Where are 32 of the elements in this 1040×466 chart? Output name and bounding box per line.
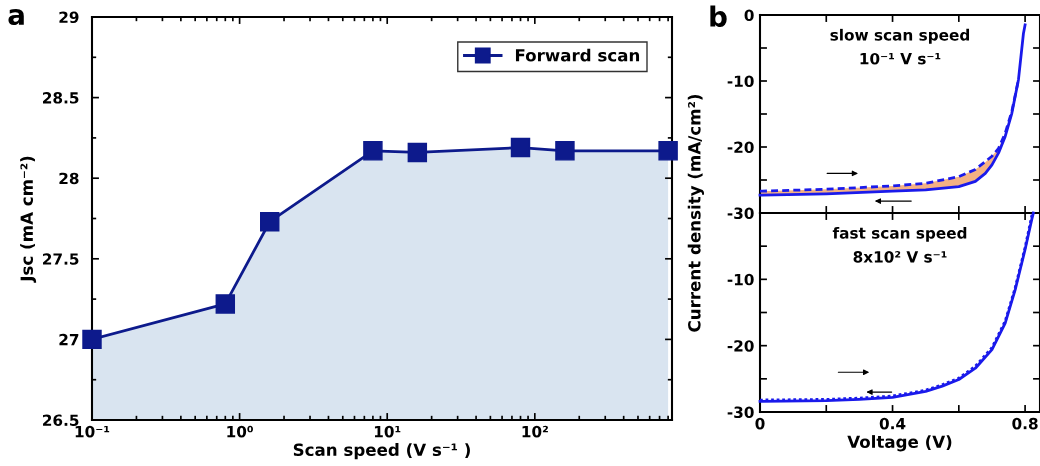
annotation: 8x10² V s⁻¹ xyxy=(853,251,947,263)
y-tick-label: 29 xyxy=(59,11,79,24)
y-tick-label: -10 xyxy=(727,273,754,286)
annotation: 10⁻¹ V s⁻¹ xyxy=(860,52,941,65)
y-tick-label: 27.5 xyxy=(43,253,79,265)
x-tick-label: 10⁰ xyxy=(227,425,253,438)
y-tick-label: -20 xyxy=(727,141,754,154)
legend-label: Forward scan xyxy=(515,48,640,62)
x-tick-label: 0.8 xyxy=(1012,417,1038,430)
x-tick-label: 10² xyxy=(522,425,548,438)
y-tick-label: 26.5 xyxy=(43,414,79,427)
y-axis-title: Current density (mA/cm²) xyxy=(687,94,704,332)
y-tick-label: -30 xyxy=(727,207,754,220)
annotation: slow scan speed xyxy=(830,28,970,44)
y-tick-label: -30 xyxy=(727,406,754,419)
x-tick-label: 0.4 xyxy=(879,417,906,430)
chart-title: a xyxy=(8,9,24,26)
y-axis-title: Jsc (mA cm⁻²) xyxy=(20,156,37,283)
x-axis-title: Voltage (V) xyxy=(847,435,952,452)
line-series xyxy=(758,23,1027,197)
annotation: fast scan speed xyxy=(832,226,967,242)
y-tick-label: 28 xyxy=(59,172,79,185)
chart-title: b xyxy=(710,5,727,28)
y-tick-label: -10 xyxy=(727,75,754,88)
x-axis-title: Scan speed (V s⁻¹ ) xyxy=(293,443,470,460)
x-tick-label: 10¹ xyxy=(374,425,401,438)
y-tick-label: -20 xyxy=(727,340,754,352)
y-tick-label: 28.5 xyxy=(43,92,79,104)
y-tick-label: 0 xyxy=(744,9,754,22)
x-tick-label: 10⁻¹ xyxy=(75,425,110,438)
y-tick-label: 27 xyxy=(59,333,79,346)
x-tick-label: 0 xyxy=(755,417,765,430)
